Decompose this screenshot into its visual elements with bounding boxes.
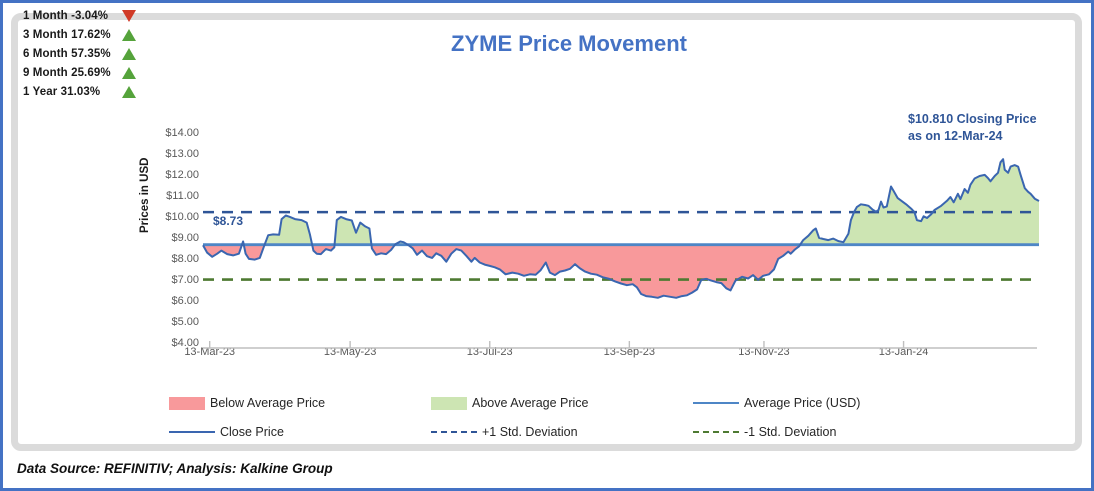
x-axis-tick-label: 13-Mar-23 <box>184 346 236 358</box>
average-price-annotation: $8.73 <box>213 214 244 228</box>
legend-swatch <box>169 431 215 433</box>
legend-item: Below Average Price <box>169 395 325 411</box>
legend-item: Close Price <box>169 424 284 440</box>
legend-swatch <box>431 431 477 433</box>
x-axis-tick-label: 13-May-23 <box>323 346 377 358</box>
y-axis-tick-label: $11.00 <box>166 190 199 202</box>
legend-swatch <box>431 396 467 410</box>
performance-stat-row: 1 Month -3.04% <box>23 6 136 25</box>
x-axis-tick-label: 13-Nov-23 <box>738 346 790 358</box>
up-arrow-icon <box>122 47 136 60</box>
y-axis-tick-label: $8.00 <box>171 253 199 265</box>
data-source-note: Data Source: REFINITIV; Analysis: Kalkin… <box>17 461 333 476</box>
legend-label: -1 Std. Deviation <box>744 425 837 439</box>
up-arrow-icon <box>122 85 136 98</box>
legend-label: Above Average Price <box>472 396 589 410</box>
y-axis-tick-label: $5.00 <box>171 316 199 328</box>
x-axis-tick-label: 13-Sep-23 <box>603 346 656 358</box>
y-axis-tick-label: $9.00 <box>171 232 199 244</box>
closing-price-line1: $10.810 Closing Price <box>908 112 1037 126</box>
x-axis-tick-label: 13-Jan-24 <box>878 346 929 358</box>
legend-swatch <box>693 402 739 404</box>
y-axis-tick-label: $10.00 <box>165 211 199 223</box>
performance-stat-label: 9 Month 25.69% <box>23 66 111 79</box>
legend-item: Above Average Price <box>431 395 589 411</box>
y-axis-tick-label: $13.00 <box>165 148 199 160</box>
y-axis-tick-label: $4.00 <box>171 337 199 349</box>
legend-item: +1 Std. Deviation <box>431 424 578 440</box>
performance-stat-label: 3 Month 17.62% <box>23 28 111 41</box>
price-chart-plot-area <box>202 158 1040 349</box>
performance-stat-label: 1 Year 31.03% <box>23 85 101 98</box>
chart-title: ZYME Price Movement <box>451 31 687 56</box>
y-axis-tick-label: $12.00 <box>165 169 199 181</box>
above-average-fill-area <box>242 159 1039 245</box>
legend-label: Close Price <box>220 425 284 439</box>
y-axis-tick-label: $7.00 <box>171 274 199 286</box>
performance-stat-row: 9 Month 25.69% <box>23 63 136 82</box>
performance-stat-label: 1 Month -3.04% <box>23 9 109 22</box>
below-average-fill-area <box>203 244 1039 298</box>
up-arrow-icon <box>122 66 136 79</box>
legend-item: Average Price (USD) <box>693 395 860 411</box>
performance-stat-row: 1 Year 31.03% <box>23 82 136 101</box>
down-arrow-icon <box>122 9 136 22</box>
legend-label: +1 Std. Deviation <box>482 425 578 439</box>
x-axis-tick-label: 13-Jul-23 <box>466 346 513 358</box>
legend-label: Below Average Price <box>210 396 326 410</box>
legend-label: Average Price (USD) <box>744 396 861 410</box>
performance-stat-row: 3 Month 17.62% <box>23 25 136 44</box>
performance-stat-label: 6 Month 57.35% <box>23 47 111 60</box>
closing-price-annotation: $10.810 Closing Price as on 12-Mar-24 <box>908 111 1037 145</box>
closing-price-line2: as on 12-Mar-24 <box>908 129 1003 143</box>
legend-swatch <box>693 431 739 433</box>
y-axis-tick-label: $14.00 <box>165 127 199 139</box>
up-arrow-icon <box>122 28 136 41</box>
legend-swatch <box>169 396 205 410</box>
y-axis-tick-label: $6.00 <box>171 295 199 307</box>
legend-item: -1 Std. Deviation <box>693 424 836 440</box>
close-price-line <box>202 158 1040 299</box>
performance-stat-row: 6 Month 57.35% <box>23 44 136 63</box>
performance-stats: 1 Month -3.04% 3 Month 17.62% 6 Month 57.3… <box>23 6 136 101</box>
